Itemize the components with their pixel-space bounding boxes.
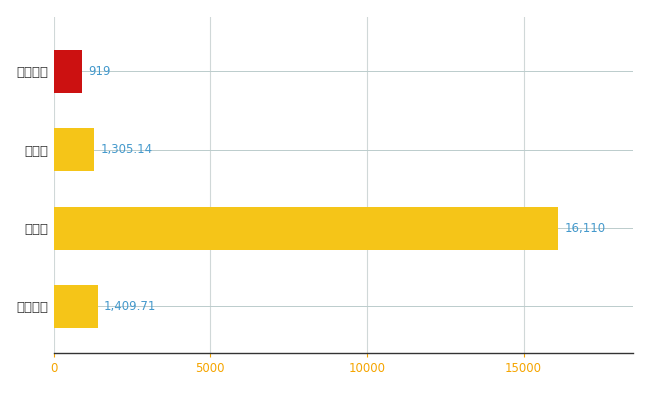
Bar <box>53 128 94 171</box>
Text: 1,305.14: 1,305.14 <box>101 143 153 156</box>
Bar <box>53 50 83 93</box>
Text: 919: 919 <box>88 65 111 78</box>
Text: 1,409.71: 1,409.71 <box>104 300 157 313</box>
Text: 16,110: 16,110 <box>565 222 606 234</box>
Bar <box>53 206 558 250</box>
Bar <box>53 285 98 328</box>
